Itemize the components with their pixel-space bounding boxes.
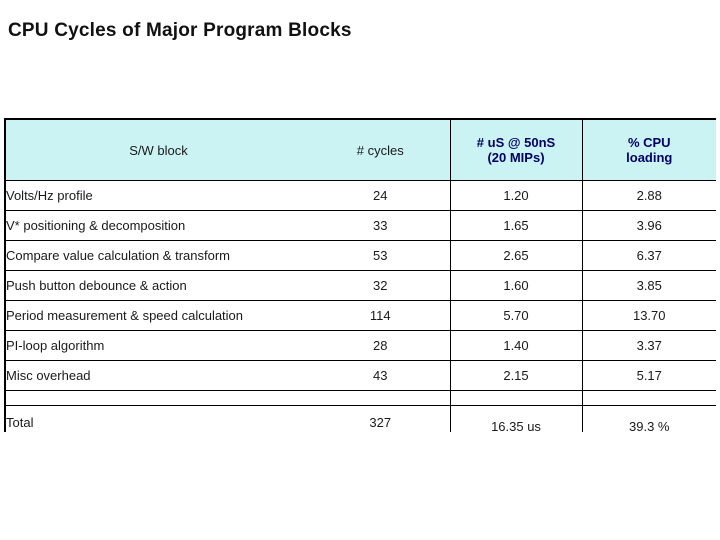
cell-us: 1.65 xyxy=(449,210,582,241)
cell-cpu: 5.17 xyxy=(581,360,716,391)
data-table: S/W block # cycles # uS @ 50nS (20 MIPs)… xyxy=(4,118,716,432)
cell-us: 2.15 xyxy=(449,360,582,391)
header-label: (20 MIPs) xyxy=(487,150,545,165)
table-row: Compare value calculation & transform 53… xyxy=(5,240,716,271)
col-header-sw-block: S/W block xyxy=(5,119,311,181)
cell-cycles: 28 xyxy=(311,330,450,361)
col-header-cycles: # cycles xyxy=(311,119,450,181)
table-row: V* positioning & decomposition 33 1.65 3… xyxy=(5,210,716,241)
cell-cycles: 33 xyxy=(311,210,450,241)
cell-total-cpu: 39.3 % xyxy=(581,405,716,432)
spacer-row xyxy=(5,390,716,406)
table-row: Misc overhead 43 2.15 5.17 xyxy=(5,360,716,391)
cell-empty xyxy=(311,390,450,406)
cell-cpu: 13.70 xyxy=(581,300,716,331)
table-row: Push button debounce & action 32 1.60 3.… xyxy=(5,270,716,301)
cell-total-cycles: 327 xyxy=(311,405,450,432)
cell-block: Period measurement & speed calculation xyxy=(5,300,311,331)
cell-us: 1.40 xyxy=(449,330,582,361)
header-label: # cycles xyxy=(356,142,404,158)
cell-cycles: 43 xyxy=(311,360,450,391)
cell-cpu: 3.85 xyxy=(581,270,716,301)
cell-cpu: 3.96 xyxy=(581,210,716,241)
page-title: CPU Cycles of Major Program Blocks xyxy=(8,20,352,41)
col-header-us: # uS @ 50nS (20 MIPs) xyxy=(449,119,582,181)
cell-total-us: 16.35 us xyxy=(449,405,582,432)
cell-empty xyxy=(581,390,716,406)
cell-us: 1.20 xyxy=(449,180,582,211)
header-label: S/W block xyxy=(129,142,188,158)
cell-cycles: 53 xyxy=(311,240,450,271)
cell-us: 2.65 xyxy=(449,240,582,271)
cell-block: Push button debounce & action xyxy=(5,270,311,301)
header-label: # uS @ 50nS xyxy=(476,135,556,150)
cell-empty xyxy=(449,390,582,406)
table-row: PI-loop algorithm 28 1.40 3.37 xyxy=(5,330,716,361)
cell-total-label: Total xyxy=(5,405,311,432)
cell-cycles: 24 xyxy=(311,180,450,211)
total-cpu-value: 39.3 % xyxy=(629,418,670,432)
cell-us: 1.60 xyxy=(449,270,582,301)
cell-cpu: 6.37 xyxy=(581,240,716,271)
cell-block: Compare value calculation & transform xyxy=(5,240,311,271)
cell-block: Volts/Hz profile xyxy=(5,180,311,211)
cell-cpu: 3.37 xyxy=(581,330,716,361)
cell-cpu: 2.88 xyxy=(581,180,716,211)
table-row: Period measurement & speed calculation 1… xyxy=(5,300,716,331)
cpu-cycles-table: S/W block # cycles # uS @ 50nS (20 MIPs)… xyxy=(4,118,716,432)
cell-cycles: 114 xyxy=(311,300,450,331)
cell-cycles: 32 xyxy=(311,270,450,301)
cell-block: V* positioning & decomposition xyxy=(5,210,311,241)
col-header-cpu-loading: % CPU loading xyxy=(581,119,716,181)
cell-block: PI-loop algorithm xyxy=(5,330,311,361)
total-row: Total 327 16.35 us 39.3 % xyxy=(5,405,716,432)
header-label: loading xyxy=(626,150,673,165)
total-us-value: 16.35 us xyxy=(491,418,541,432)
table-row: Volts/Hz profile 24 1.20 2.88 xyxy=(5,180,716,211)
header-row: S/W block # cycles # uS @ 50nS (20 MIPs)… xyxy=(5,119,716,181)
cell-block: Misc overhead xyxy=(5,360,311,391)
header-label: % CPU xyxy=(627,135,671,150)
cell-us: 5.70 xyxy=(449,300,582,331)
cell-empty xyxy=(5,390,311,406)
